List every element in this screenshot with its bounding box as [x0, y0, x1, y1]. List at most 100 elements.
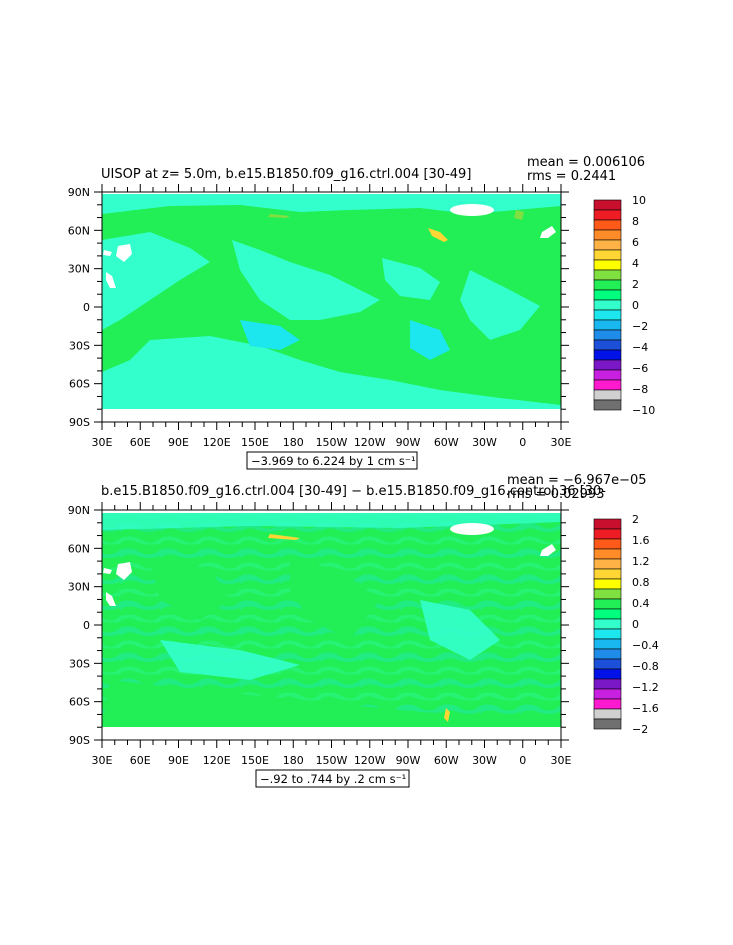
- y-tick-label: 60S: [69, 696, 90, 709]
- colorbar-swatch: [593, 518, 622, 530]
- x-tick-label: 60E: [130, 436, 151, 449]
- colorbar-label: −6: [632, 362, 648, 375]
- y-tick-label: 60N: [68, 542, 90, 555]
- colorbar-swatch: [593, 688, 622, 700]
- colorbar-label: 1.2: [632, 555, 650, 568]
- x-tick-label: 150E: [241, 436, 269, 449]
- y-tick-label: 90S: [69, 416, 90, 429]
- colorbar-swatch: [593, 558, 622, 570]
- x-tick-label: 30E: [551, 754, 572, 767]
- colorbar-swatch: [593, 399, 622, 411]
- colorbar-label: 6: [632, 236, 639, 249]
- colorbar-label: 4: [632, 257, 639, 270]
- panel-2-axes: 30E 60E 90E 120E 150E 180 150W 120W 90W 60W 30W 0 30…: [68, 502, 572, 767]
- panel-1-range-box: −3.969 to 6.224 by 1 cm s⁻¹: [246, 451, 418, 470]
- colorbar-swatch: [593, 359, 622, 371]
- colorbar-swatch: [593, 259, 622, 271]
- colorbar-swatch: [593, 638, 622, 650]
- y-tick-label: 60S: [69, 378, 90, 391]
- x-tick-label: 30E: [551, 436, 572, 449]
- colorbar-swatch: [593, 369, 622, 381]
- colorbar-swatch: [593, 319, 622, 331]
- colorbar-swatch: [593, 608, 622, 620]
- colorbar-label: 0.4: [632, 597, 650, 610]
- colorbar-swatch: [593, 588, 622, 600]
- panel-1-axes: 30E 60E 90E 120E 150E 180 150W 120W 90W 60W 30W 0 30…: [68, 184, 572, 449]
- colorbar-label: 10: [632, 194, 646, 207]
- panel-1-colorbar: 10 8 6 4 2 0 −2 −4 −6 −8 −10: [593, 194, 655, 417]
- x-tick-label: 90E: [168, 754, 189, 767]
- panel-2: b.e15.B1850.f09_g16.ctrl.004 [30-49] − b…: [68, 473, 659, 788]
- x-tick-label: 150W: [316, 754, 348, 767]
- colorbar-label: −4: [632, 341, 648, 354]
- colorbar-swatch: [593, 668, 622, 680]
- panel-2-range-label: −.92 to .744 by .2 cm s⁻¹: [260, 772, 406, 786]
- colorbar-swatch: [593, 648, 622, 660]
- panel-2-title: b.e15.B1850.f09_g16.ctrl.004 [30-49] − b…: [101, 484, 606, 499]
- y-tick-label: 90N: [68, 186, 90, 199]
- panel-2-colorbar: 2 1.6 1.2 0.8 0.4 0 −0.4 −0.8 −1.2 −1.6 −2: [593, 513, 659, 736]
- colorbar-label: 2: [632, 278, 639, 291]
- panel-1-stat-mean: mean = 0.006106: [527, 155, 645, 170]
- colorbar-swatch: [593, 708, 622, 720]
- x-tick-label: 180: [283, 436, 304, 449]
- colorbar-swatch: [593, 279, 622, 291]
- panel-1: UISOP at z= 5.0m, b.e15.B1850.f09_g16.ct…: [68, 155, 655, 470]
- colorbar-label: −1.6: [632, 702, 659, 715]
- colorbar-label: 8: [632, 215, 639, 228]
- x-tick-label: 0: [519, 754, 526, 767]
- colorbar-swatch: [593, 598, 622, 610]
- colorbar-label: 0: [632, 299, 639, 312]
- colorbar-swatch: [593, 698, 622, 710]
- x-tick-label: 90E: [168, 436, 189, 449]
- colorbar-swatch: [593, 628, 622, 640]
- x-tick-label: 60W: [434, 436, 459, 449]
- colorbar-label: 0.8: [632, 576, 650, 589]
- y-tick-label: 60N: [68, 224, 90, 237]
- colorbar-swatch: [593, 718, 622, 730]
- colorbar-swatch: [593, 199, 622, 211]
- colorbar-swatch: [593, 578, 622, 590]
- colorbar-label: −2: [632, 320, 648, 333]
- colorbar-swatch: [593, 269, 622, 281]
- colorbar-label: 1.6: [632, 534, 650, 547]
- x-tick-label: 0: [519, 436, 526, 449]
- x-tick-label: 30W: [472, 754, 497, 767]
- x-tick-label: 90W: [396, 754, 421, 767]
- colorbar-label: −2: [632, 723, 648, 736]
- panel-2-map: [101, 509, 562, 741]
- colorbar-swatch: [593, 678, 622, 690]
- colorbar-swatch: [593, 389, 622, 401]
- colorbar-swatch: [593, 548, 622, 560]
- colorbar-swatch: [593, 209, 622, 221]
- colorbar-swatch: [593, 229, 622, 241]
- y-tick-label: 0: [83, 301, 90, 314]
- colorbar-swatch: [593, 329, 622, 341]
- y-tick-label: 0: [83, 619, 90, 632]
- x-tick-label: 150E: [241, 754, 269, 767]
- x-tick-label: 60W: [434, 754, 459, 767]
- x-tick-label: 120W: [354, 754, 386, 767]
- panel-1-stat-rms: rms = 0.2441: [527, 169, 616, 184]
- colorbar-label: −1.2: [632, 681, 659, 694]
- x-tick-label: 150W: [316, 436, 348, 449]
- x-tick-label: 90W: [396, 436, 421, 449]
- colorbar-swatch: [593, 528, 622, 540]
- y-tick-label: 30N: [68, 581, 90, 594]
- colorbar-swatch: [593, 658, 622, 670]
- colorbar-swatch: [593, 289, 622, 301]
- panel-1-map: [101, 191, 562, 423]
- panel-2-stat-rms: rms = 0.02993: [507, 487, 604, 502]
- colorbar-label: −0.4: [632, 639, 659, 652]
- x-tick-label: 120W: [354, 436, 386, 449]
- colorbar-swatch: [593, 349, 622, 361]
- colorbar-swatch: [593, 379, 622, 391]
- y-tick-label: 90S: [69, 734, 90, 747]
- x-tick-label: 30W: [472, 436, 497, 449]
- panel-2-stat-mean: mean = −6.967e−05: [507, 473, 647, 488]
- colorbar-label: −0.8: [632, 660, 659, 673]
- colorbar-swatch: [593, 299, 622, 311]
- y-tick-label: 30S: [69, 339, 90, 352]
- y-tick-label: 30N: [68, 263, 90, 276]
